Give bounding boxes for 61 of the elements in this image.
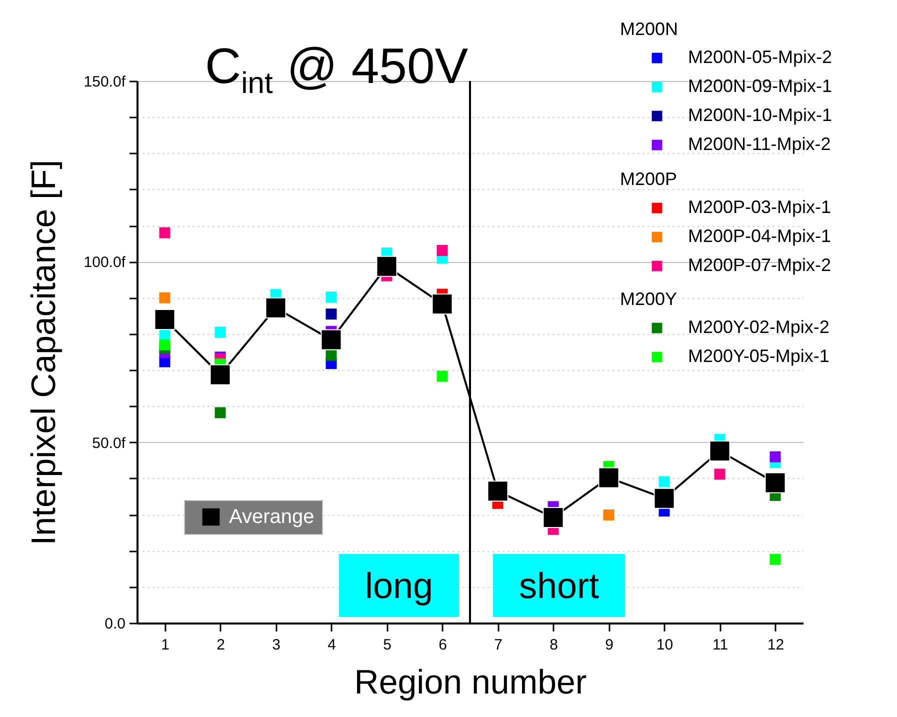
legend-label: M200P-03-Mpix-1 [688,197,832,217]
point [487,480,508,502]
point [154,308,176,330]
point [376,256,398,277]
point [214,326,226,338]
point [210,364,231,386]
y-axis-title: Interpixel Capacitance [F] [24,160,63,546]
text: M200P [620,169,678,189]
point [159,292,170,304]
x-tick-label: 11 [712,636,728,654]
point [658,476,670,488]
y-tick-label: 100.0f [84,254,126,272]
point [714,468,726,480]
point [432,293,453,314]
point [265,297,286,318]
point [764,472,786,494]
x-tick-label: 5 [383,636,392,654]
point [436,370,448,382]
x-tick-label: 2 [216,636,225,654]
x-tick-label: 12 [767,636,784,654]
legend-label: M200P-04-Mpix-1 [688,226,832,246]
x-tick-label: 4 [328,636,336,654]
legend-label: M200Y-05-Mpix-1 [688,346,830,366]
y-tick-label: 150.0f [84,74,126,90]
point [159,339,170,350]
legend-label: M200N-09-Mpix-1 [688,76,832,96]
legend-label: M200N-10-Mpix-1 [688,105,832,125]
x-tick-label: 1 [161,636,170,654]
point [214,407,226,418]
point [770,451,781,462]
chart-title: C$_{int}$ @ 450V [205,38,469,100]
y-tick-label: 0.0 [104,616,126,632]
y-tick-label: 50.0f [92,434,126,452]
legend-label: Averange [229,506,314,528]
point [598,467,620,488]
annotation: short [518,565,600,606]
text: M200Y [620,289,678,309]
text: M200N [620,19,678,39]
x-tick-label: 6 [438,636,447,654]
legend-label: M200N-11-Mpix-2 [688,134,831,154]
x-tick-label: 8 [550,636,558,654]
point [603,509,614,520]
legend-label: M200N-05-Mpix-2 [688,47,832,67]
x-tick-label: 9 [605,636,614,654]
point [770,554,781,565]
x-tick-label: 3 [272,636,280,654]
x-tick-label: 7 [494,636,502,654]
point [159,227,170,238]
point [654,488,675,509]
point [709,440,730,462]
x-axis-title: Region number [354,664,587,702]
point [542,506,564,528]
point [320,329,342,350]
point [436,244,448,256]
point [326,350,337,361]
x-tick-label: 10 [656,636,674,654]
legend-label: M200Y-02-Mpix-2 [688,317,830,337]
point [326,292,337,303]
annotation: long [364,565,434,606]
legend-label: M200P-07-Mpix-2 [688,255,832,275]
point [326,308,337,320]
